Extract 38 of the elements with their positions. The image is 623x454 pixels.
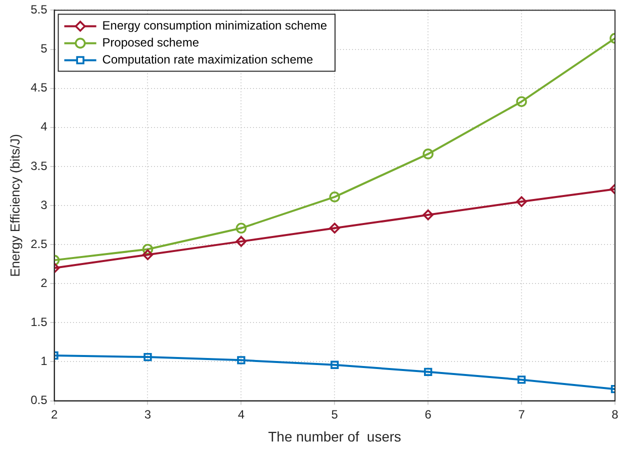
point xyxy=(516,196,527,207)
point xyxy=(422,148,434,160)
y-tick-label: 1 xyxy=(40,354,48,368)
x-tick-label: 4 xyxy=(238,407,245,422)
y-tick-label: 0.5 xyxy=(30,393,48,408)
y-tick-label: 1.5 xyxy=(30,314,48,329)
point xyxy=(236,222,247,234)
y-tick-label: 3 xyxy=(40,198,48,212)
point xyxy=(422,209,434,220)
legend-label: Computation rate maximization scheme xyxy=(102,52,314,67)
point xyxy=(142,249,154,260)
point xyxy=(144,352,152,362)
point xyxy=(424,368,432,376)
x-tick-label: 8 xyxy=(612,407,619,422)
x-axis-title: The number of users xyxy=(268,428,402,444)
x-tick-label: 2 xyxy=(50,407,58,422)
point xyxy=(330,360,339,369)
y-axis-title: Energy Efficiency (bits/J) xyxy=(7,134,22,277)
x-tick-label: 5 xyxy=(331,407,338,422)
point xyxy=(237,356,246,364)
point xyxy=(329,222,340,234)
x-tick-label: 6 xyxy=(424,407,432,422)
y-tick-label: 4 xyxy=(40,120,48,134)
point xyxy=(142,244,154,255)
legend-label: Proposed scheme xyxy=(102,36,200,50)
point xyxy=(516,96,527,107)
y-tick-label: 2.5 xyxy=(30,236,48,251)
y-tick-label: 5.5 xyxy=(30,2,48,17)
legend-label: Energy consumption minimization scheme xyxy=(102,18,328,33)
y-tick-label: 4.5 xyxy=(30,80,48,95)
point xyxy=(517,376,526,384)
x-tick-label: 7 xyxy=(518,407,526,422)
point xyxy=(329,192,340,202)
x-tick-label: 3 xyxy=(144,407,152,422)
point xyxy=(236,236,247,247)
y-tick-label: 5 xyxy=(40,42,48,56)
y-tick-label: 2 xyxy=(40,276,48,290)
y-tick-label: 3.5 xyxy=(30,158,48,173)
